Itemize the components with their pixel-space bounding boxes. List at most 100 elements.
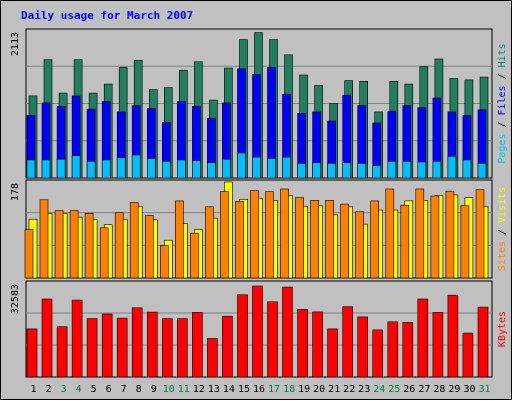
day-label-29: 29 xyxy=(448,384,460,395)
bar-pages-23 xyxy=(357,163,367,179)
legend-entry: / xyxy=(497,223,508,241)
bar-kbytes-23 xyxy=(357,316,369,378)
bar-sites-23 xyxy=(355,211,365,279)
day-label-12: 12 xyxy=(193,384,205,395)
bar-sites-19 xyxy=(295,197,304,279)
legend-entry: KBytes xyxy=(497,311,508,347)
bar-pages-15 xyxy=(237,152,246,179)
bar-pages-12 xyxy=(192,160,201,179)
bar-sites-13 xyxy=(205,206,214,279)
bar-kbytes-11 xyxy=(177,318,188,378)
bar-kbytes-6 xyxy=(101,313,113,378)
bar-kbytes-7 xyxy=(116,317,128,378)
legend-entry: / xyxy=(497,116,508,134)
bar-pages-2 xyxy=(41,159,51,179)
bar-pages-9 xyxy=(147,158,156,179)
bar-sites-10 xyxy=(160,245,169,279)
bar-kbytes-8 xyxy=(131,307,143,378)
bar-kbytes-13 xyxy=(207,338,218,378)
bar-pages-31 xyxy=(477,163,487,179)
day-label-15: 15 xyxy=(238,384,250,395)
bar-pages-11 xyxy=(177,159,186,179)
day-label-10: 10 xyxy=(163,384,175,395)
day-label-25: 25 xyxy=(388,384,400,395)
bar-sites-26 xyxy=(400,204,410,279)
bar-pages-14 xyxy=(222,158,231,179)
legend-kbytes: KBytes xyxy=(497,311,508,347)
day-label-4: 4 xyxy=(76,384,82,395)
bar-sites-7 xyxy=(114,212,124,279)
bar-kbytes-12 xyxy=(192,312,203,378)
bar-pages-7 xyxy=(116,157,126,179)
legend-entry: / xyxy=(497,67,508,85)
bar-kbytes-14 xyxy=(222,315,233,378)
bar-pages-24 xyxy=(372,165,382,179)
bar-sites-24 xyxy=(370,200,380,279)
y-max-label-kbytes: 32583 xyxy=(10,284,21,314)
day-label-6: 6 xyxy=(106,384,112,395)
bar-pages-13 xyxy=(207,162,216,179)
day-label-5: 5 xyxy=(91,384,97,395)
bar-pages-6 xyxy=(101,159,111,179)
day-label-1: 1 xyxy=(30,384,36,395)
bar-sites-5 xyxy=(84,213,94,279)
bar-sites-28 xyxy=(430,195,440,279)
day-label-26: 26 xyxy=(403,384,415,395)
day-label-2: 2 xyxy=(45,384,51,395)
day-label-14: 14 xyxy=(223,384,235,395)
bar-kbytes-16 xyxy=(252,285,263,378)
bar-kbytes-30 xyxy=(462,332,474,378)
bar-sites-17 xyxy=(265,191,274,279)
bar-kbytes-15 xyxy=(237,294,248,378)
y-max-label-hits-files-pages: 2113 xyxy=(10,32,21,56)
day-label-27: 27 xyxy=(418,384,430,395)
bar-pages-16 xyxy=(252,156,261,179)
bar-kbytes-20 xyxy=(312,311,323,378)
bar-sites-20 xyxy=(310,200,319,279)
bar-sites-6 xyxy=(99,227,109,279)
day-label-31: 31 xyxy=(478,384,490,395)
bar-kbytes-25 xyxy=(387,321,399,378)
bar-sites-30 xyxy=(460,205,470,279)
bar-kbytes-31 xyxy=(477,306,489,378)
day-label-28: 28 xyxy=(433,384,445,395)
bar-kbytes-19 xyxy=(297,308,308,378)
bar-sites-16 xyxy=(250,190,259,279)
bar-pages-5 xyxy=(86,161,96,179)
bar-sites-12 xyxy=(190,232,199,279)
day-label-20: 20 xyxy=(313,384,325,395)
bar-pages-1 xyxy=(26,159,36,179)
bar-sites-14 xyxy=(220,191,229,279)
bar-kbytes-10 xyxy=(162,318,173,378)
bar-pages-20 xyxy=(312,162,321,179)
legend-entry: Hits xyxy=(497,43,508,67)
day-label-18: 18 xyxy=(283,384,295,395)
bar-pages-19 xyxy=(297,163,306,179)
day-label-3: 3 xyxy=(61,384,67,395)
bar-pages-22 xyxy=(342,162,352,179)
bar-kbytes-2 xyxy=(41,298,53,378)
day-label-8: 8 xyxy=(136,384,142,395)
bar-pages-21 xyxy=(327,163,336,179)
bar-pages-30 xyxy=(462,159,472,179)
bar-pages-17 xyxy=(267,158,276,179)
day-label-21: 21 xyxy=(328,384,340,395)
bar-sites-2 xyxy=(39,199,49,279)
bar-pages-27 xyxy=(417,161,427,179)
day-label-22: 22 xyxy=(343,384,355,395)
bar-kbytes-18 xyxy=(282,286,293,378)
bar-sites-11 xyxy=(175,200,184,279)
bar-sites-15 xyxy=(235,201,244,279)
day-label-30: 30 xyxy=(463,384,475,395)
bar-kbytes-21 xyxy=(327,328,338,378)
bar-pages-3 xyxy=(56,158,66,179)
chart-title: Daily usage for March 2007 xyxy=(21,9,194,22)
bar-sites-25 xyxy=(385,188,395,279)
bar-sites-3 xyxy=(54,210,64,279)
bar-sites-31 xyxy=(475,189,485,279)
bar-kbytes-5 xyxy=(86,318,98,378)
y-max-label-sites-visits: 178 xyxy=(10,183,21,201)
bar-sites-27 xyxy=(415,188,425,279)
